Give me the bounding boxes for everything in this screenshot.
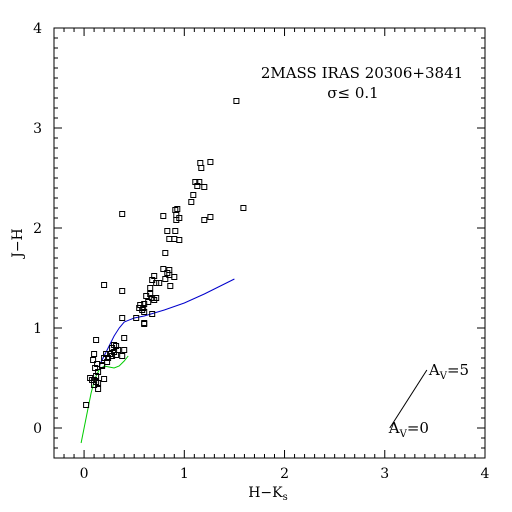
data-point [240, 205, 247, 211]
data-point [93, 337, 100, 343]
data-point [198, 165, 205, 171]
data-point [172, 228, 179, 234]
data-point [115, 347, 122, 353]
data-point [207, 214, 214, 220]
data-point [176, 237, 183, 243]
data-point [197, 160, 204, 166]
data-point [194, 183, 201, 189]
data-point [141, 321, 148, 327]
data-point [147, 291, 154, 297]
x-axis-title-subscript: s [283, 492, 288, 503]
data-point [201, 217, 208, 223]
data-point [119, 211, 126, 217]
data-point [173, 212, 180, 218]
data-point [101, 376, 108, 382]
data-points [83, 98, 247, 408]
chart-title: 2MASS IRAS 20306+3841 [261, 64, 463, 82]
data-point [167, 283, 174, 289]
x-tick-label: 2 [280, 466, 289, 482]
model-curve [80, 355, 129, 444]
data-point [91, 382, 98, 388]
data-point [162, 250, 169, 256]
data-point [141, 301, 148, 307]
x-tick-label: 0 [80, 466, 89, 482]
plot-frame [53, 27, 486, 459]
data-point [190, 192, 197, 198]
data-point [91, 351, 98, 357]
y-tick-label: 4 [33, 21, 42, 37]
y-axis-title: J−H [10, 228, 26, 260]
data-point [90, 357, 97, 363]
chart-subtitle: σ≤ 0.1 [327, 84, 378, 102]
data-point [147, 285, 154, 291]
data-point [133, 315, 140, 321]
y-tick-label: 3 [33, 121, 42, 137]
x-tick-label: 3 [380, 466, 389, 482]
y-tick-label: 1 [33, 321, 42, 337]
x-axis-title-main: H−K [248, 485, 283, 501]
data-point [99, 363, 106, 369]
data-point [188, 199, 195, 205]
x-tick-label: 4 [481, 466, 490, 482]
tick-labels: 0 1 2 3 4 0 1 2 3 4 [33, 21, 489, 482]
data-point [119, 288, 126, 294]
data-point [121, 335, 128, 341]
data-point [156, 280, 163, 286]
data-point [153, 295, 160, 301]
data-point [160, 213, 167, 219]
x-tick-label: 1 [180, 466, 189, 482]
reddening-vector-line [389, 369, 428, 429]
data-point [207, 159, 214, 165]
y-tick-label: 2 [33, 221, 42, 237]
data-point [174, 206, 181, 212]
av5-label: AV=5 [428, 361, 469, 382]
data-point [233, 98, 240, 104]
data-point [149, 311, 156, 317]
data-point [95, 386, 102, 392]
data-point [160, 266, 167, 272]
data-point [171, 274, 178, 280]
model-curve [98, 278, 235, 367]
data-point [103, 351, 110, 357]
data-point [141, 309, 148, 315]
data-point [119, 315, 126, 321]
data-point [171, 236, 178, 242]
data-point [164, 228, 171, 234]
data-point [121, 347, 128, 353]
x-axis-title: H−Ks [248, 485, 288, 503]
data-point [119, 353, 126, 359]
av0-label: AV=0 [388, 419, 429, 440]
data-point [162, 276, 169, 282]
data-point [166, 236, 173, 242]
tick-marks [53, 27, 486, 459]
reddening-vector: AV=0 AV=5 [388, 361, 469, 440]
data-point [101, 282, 108, 288]
y-tick-label: 0 [33, 421, 42, 437]
data-point [201, 184, 208, 190]
data-point [83, 402, 90, 408]
